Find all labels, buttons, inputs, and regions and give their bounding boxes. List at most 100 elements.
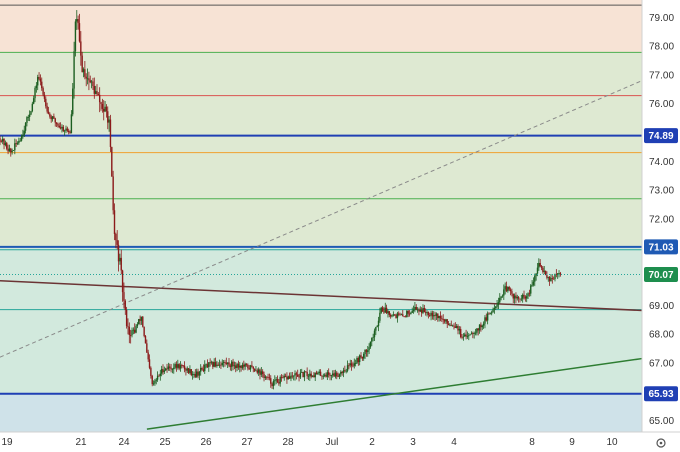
candle bbox=[35, 82, 38, 93]
x-axis[interactable]: 19 21 24 25 26 27 28 Jul 2 3 4 8 9 10 bbox=[0, 431, 680, 448]
candle bbox=[398, 311, 400, 317]
candle bbox=[325, 372, 327, 378]
candle bbox=[526, 293, 528, 303]
candle bbox=[268, 373, 271, 381]
y-axis-background bbox=[642, 0, 680, 452]
y-tick-label: 69.00 bbox=[649, 301, 674, 312]
candle bbox=[77, 15, 79, 30]
candle bbox=[142, 316, 144, 328]
candle bbox=[62, 125, 65, 133]
candle bbox=[4, 140, 7, 147]
candle bbox=[434, 311, 436, 321]
candle bbox=[55, 122, 58, 127]
candle bbox=[512, 293, 514, 304]
candle bbox=[88, 71, 90, 91]
candle bbox=[26, 116, 28, 127]
horizontal-levels bbox=[0, 4, 642, 395]
candle bbox=[414, 302, 416, 313]
candle bbox=[186, 366, 188, 373]
candle bbox=[318, 369, 320, 376]
candle bbox=[104, 101, 106, 113]
candle bbox=[334, 369, 337, 379]
candle bbox=[321, 375, 323, 380]
candle bbox=[404, 315, 407, 318]
candle bbox=[408, 310, 411, 317]
candle bbox=[548, 276, 551, 286]
candle bbox=[224, 359, 226, 367]
candle bbox=[495, 306, 497, 310]
candle bbox=[338, 373, 341, 380]
candle bbox=[539, 259, 541, 268]
x-tick-label: 10 bbox=[606, 437, 618, 448]
candle bbox=[0, 139, 3, 143]
settings-icon[interactable] bbox=[656, 438, 666, 448]
candle bbox=[302, 371, 304, 378]
gear-icon[interactable] bbox=[656, 438, 666, 448]
candle bbox=[208, 362, 210, 372]
candle bbox=[125, 306, 128, 329]
candle bbox=[474, 328, 477, 336]
trendline-0[interactable] bbox=[0, 280, 643, 312]
y-tick-label: 79.00 bbox=[649, 13, 674, 24]
candle bbox=[170, 363, 172, 373]
candle bbox=[391, 314, 393, 318]
candle bbox=[181, 363, 183, 369]
candle bbox=[66, 126, 69, 133]
candle bbox=[354, 359, 357, 367]
candle bbox=[322, 373, 325, 380]
candle bbox=[303, 370, 306, 382]
candle bbox=[92, 77, 94, 91]
candle bbox=[47, 106, 50, 115]
candle bbox=[76, 10, 78, 30]
candle bbox=[39, 74, 42, 86]
price-badge: 74.89 bbox=[644, 128, 678, 144]
x-tick-label: 26 bbox=[200, 437, 212, 448]
candle bbox=[189, 365, 191, 375]
candle bbox=[520, 294, 523, 302]
candle bbox=[462, 333, 465, 341]
candle bbox=[34, 86, 36, 103]
candle bbox=[194, 369, 197, 379]
x-tick-label: Jul bbox=[326, 437, 339, 448]
price-badge: 71.03 bbox=[644, 239, 678, 255]
candle bbox=[299, 369, 302, 379]
candle bbox=[415, 304, 417, 311]
candle bbox=[485, 313, 487, 322]
price-badge: 70.07 bbox=[644, 266, 678, 282]
candle bbox=[177, 359, 179, 370]
candle bbox=[45, 96, 47, 109]
candle bbox=[253, 368, 256, 373]
candle bbox=[519, 298, 521, 303]
candle bbox=[438, 315, 440, 322]
candle bbox=[261, 369, 264, 378]
candle bbox=[239, 362, 241, 373]
candle bbox=[310, 371, 312, 379]
band-1 bbox=[0, 52, 642, 247]
candle bbox=[136, 322, 139, 329]
candle bbox=[345, 368, 347, 374]
candle bbox=[82, 67, 85, 78]
candle bbox=[134, 323, 136, 334]
candle bbox=[411, 307, 413, 314]
trendlines bbox=[0, 80, 643, 430]
candle bbox=[337, 372, 339, 378]
candle bbox=[306, 367, 308, 380]
candle bbox=[451, 324, 454, 327]
candle bbox=[162, 364, 164, 375]
candle bbox=[274, 375, 276, 386]
candle bbox=[275, 376, 277, 385]
trendline-2[interactable] bbox=[146, 357, 643, 430]
candle bbox=[524, 295, 527, 302]
candle bbox=[315, 370, 318, 375]
candle bbox=[364, 348, 366, 359]
trendline-1[interactable] bbox=[0, 80, 643, 358]
candle bbox=[363, 352, 365, 361]
candle bbox=[178, 363, 180, 371]
candle bbox=[399, 312, 401, 316]
price-badge-label: 71.03 bbox=[648, 242, 673, 253]
candle bbox=[481, 324, 483, 331]
candle bbox=[115, 232, 117, 249]
candle bbox=[426, 310, 428, 317]
